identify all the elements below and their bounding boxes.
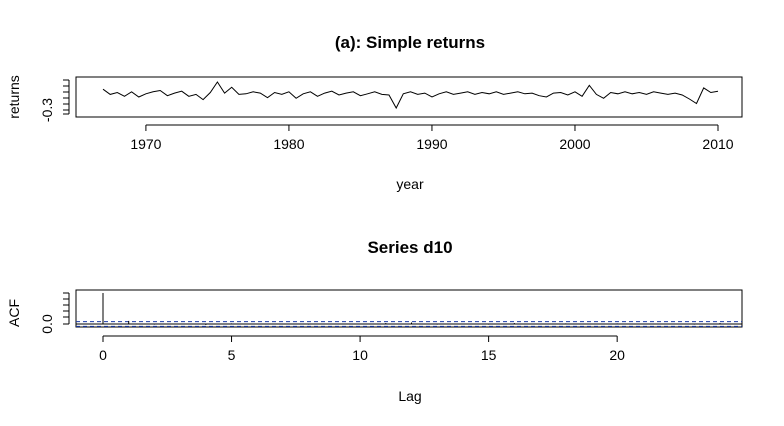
returns-plot-frame: [75, 76, 743, 118]
returns-x-tick-label: 1970: [130, 136, 161, 152]
returns-chart-title: (a): Simple returns: [335, 33, 485, 52]
acf-chart-title: Series d10: [367, 238, 452, 257]
acf-x-tick-label: 5: [228, 347, 236, 363]
returns-y-axis: -0.3: [39, 79, 70, 122]
acf-y-axis: 0.0: [39, 292, 70, 334]
returns-x-tick-label: 2000: [559, 136, 590, 152]
acf-x-axis-label: Lag: [398, 388, 421, 404]
returns-x-axis-label: year: [396, 176, 424, 192]
acf-x-axis: 0 5 10 15 20: [99, 335, 625, 363]
acf-y-tick-label: 0.0: [39, 314, 55, 334]
acf-x-tick-label: 15: [481, 347, 497, 363]
returns-y-tick-label: -0.3: [39, 98, 55, 122]
acf-panel: Series d10 ACF Lag 0.0 0 5 10 15 20: [6, 238, 743, 404]
returns-x-tick-label: 1980: [273, 136, 304, 152]
acf-x-tick-label: 0: [99, 347, 107, 363]
returns-y-axis-label: returns: [6, 75, 22, 119]
returns-x-tick-label: 2010: [702, 136, 733, 152]
returns-series-line: [102, 81, 719, 110]
acf-plot-frame: [75, 289, 743, 328]
returns-x-tick-label: 1990: [416, 136, 447, 152]
acf-x-tick-label: 10: [352, 347, 368, 363]
acf-marks: [76, 293, 742, 327]
returns-x-axis: 1970 1980 1990 2000 2010: [130, 124, 734, 152]
returns-panel: (a): Simple returns returns year -0.3 19…: [6, 33, 743, 192]
acf-y-axis-label: ACF: [6, 299, 22, 327]
acf-x-tick-label: 20: [609, 347, 625, 363]
